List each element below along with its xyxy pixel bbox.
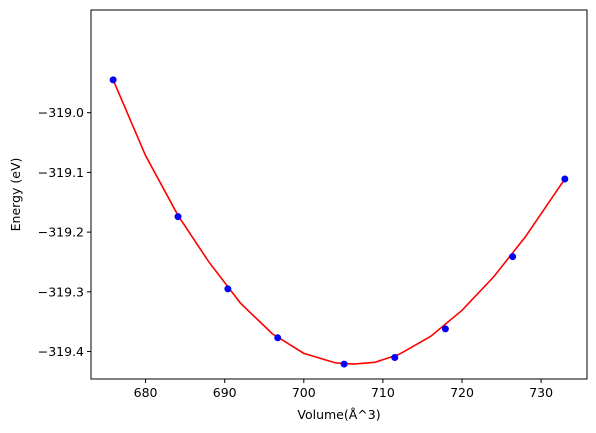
data-point <box>509 253 517 261</box>
x-tick-label: 690 <box>213 385 237 400</box>
data-point <box>224 285 232 293</box>
x-tick-label: 720 <box>450 385 474 400</box>
y-axis-ticks: −319.4 −319.3 −319.2 −319.1 −319.0 <box>38 105 91 359</box>
data-point <box>174 213 182 221</box>
y-tick-label: −319.1 <box>38 165 84 180</box>
plot-layer <box>109 76 569 368</box>
y-axis-label: Energy (eV) <box>8 158 23 232</box>
x-tick-label: 730 <box>529 385 553 400</box>
x-axis-label: Volume(Å^3) <box>297 407 380 422</box>
x-tick-label: 700 <box>292 385 316 400</box>
y-tick-label: −319.4 <box>38 344 84 359</box>
data-point <box>561 175 569 183</box>
data-point <box>109 76 117 84</box>
y-tick-label: −319.3 <box>38 284 84 299</box>
data-point <box>274 334 282 342</box>
y-tick-label: −319.2 <box>38 225 84 240</box>
x-tick-label: 710 <box>371 385 395 400</box>
data-point <box>441 325 449 333</box>
x-tick-label: 680 <box>134 385 158 400</box>
fit-curve-line <box>112 79 566 365</box>
plot-frame <box>90 9 588 380</box>
x-axis-ticks: 680 690 700 710 720 730 <box>134 379 553 400</box>
y-tick-label: −319.0 <box>38 105 84 120</box>
data-point <box>340 360 348 368</box>
data-point <box>391 354 399 361</box>
